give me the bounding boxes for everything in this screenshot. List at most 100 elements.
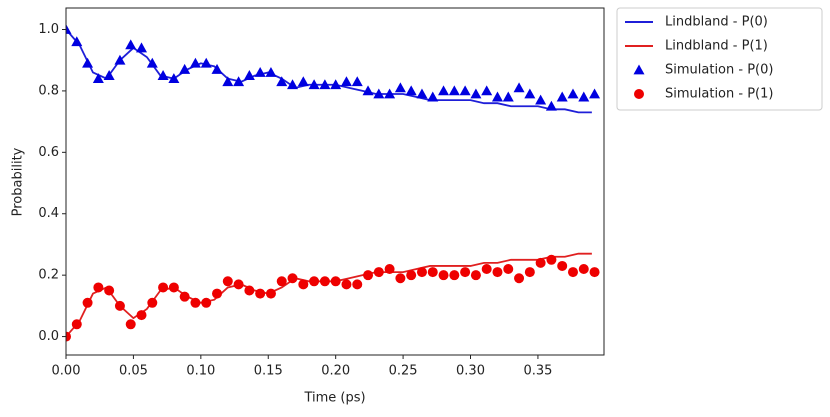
marker-circle xyxy=(265,288,276,299)
marker-circle xyxy=(82,297,93,308)
marker-triangle xyxy=(82,57,94,68)
x-tick-label: 0.20 xyxy=(321,364,350,379)
marker-circle xyxy=(104,285,115,296)
marker-circle xyxy=(319,276,330,287)
marker-circle xyxy=(546,254,557,265)
marker-circle xyxy=(492,267,503,278)
legend-label: Simulation - P(0) xyxy=(665,63,773,78)
y-axis-label: Probability xyxy=(11,147,26,216)
marker-triangle xyxy=(351,76,363,87)
marker-circle xyxy=(503,264,514,275)
marker-circle xyxy=(114,300,125,311)
marker-circle xyxy=(514,273,525,284)
marker-circle xyxy=(309,276,320,287)
marker-triangle xyxy=(340,76,352,87)
marker-triangle xyxy=(66,23,72,34)
y-tick-label: 0.8 xyxy=(38,83,59,98)
marker-triangle xyxy=(427,91,439,102)
marker-circle xyxy=(125,319,136,330)
x-tick-label: 0.25 xyxy=(389,364,418,379)
x-axis-label: Time (ps) xyxy=(303,391,365,406)
marker-triangle xyxy=(136,42,148,53)
marker-triangle xyxy=(556,91,568,102)
marker-circle xyxy=(352,279,363,290)
line xyxy=(66,28,592,114)
marker-circle xyxy=(298,279,309,290)
marker-triangle xyxy=(535,94,547,105)
plot-frame xyxy=(65,7,605,356)
marker-circle xyxy=(589,267,600,278)
marker-triangle xyxy=(470,88,482,99)
marker-triangle xyxy=(276,76,288,87)
marker-circle xyxy=(147,297,158,308)
marker-triangle xyxy=(287,79,299,90)
marker-triangle xyxy=(545,100,557,111)
marker-triangle xyxy=(265,66,277,77)
marker-triangle xyxy=(633,64,645,75)
marker-triangle xyxy=(524,88,536,99)
marker-triangle xyxy=(438,85,450,96)
marker-triangle xyxy=(189,57,201,68)
marker-triangle xyxy=(222,76,234,87)
x-tick-label: 0.30 xyxy=(456,364,485,379)
marker-circle xyxy=(384,264,395,275)
marker-circle xyxy=(460,267,471,278)
marker-triangle xyxy=(157,70,169,80)
marker-circle xyxy=(255,288,266,299)
marker-triangle xyxy=(589,88,601,99)
marker-triangle xyxy=(308,79,320,90)
marker-triangle xyxy=(254,66,266,77)
marker-circle xyxy=(190,297,201,308)
marker-triangle xyxy=(179,63,191,74)
y-tick-label: 1.0 xyxy=(38,22,59,37)
marker-circle xyxy=(427,267,438,278)
marker-triangle xyxy=(330,79,342,90)
marker-triangle xyxy=(502,91,514,102)
marker-triangle xyxy=(491,91,503,102)
marker-triangle xyxy=(211,63,223,74)
legend-box xyxy=(616,7,823,111)
y-tick-label: 0.6 xyxy=(38,145,59,160)
marker-triangle xyxy=(71,36,83,47)
marker-triangle xyxy=(233,76,245,87)
line xyxy=(66,252,592,338)
legend-label: Simulation - P(1) xyxy=(665,87,773,102)
marker-circle xyxy=(93,282,104,293)
marker-triangle xyxy=(297,76,309,87)
marker-circle xyxy=(136,310,147,321)
marker-circle xyxy=(341,279,352,290)
marker-circle xyxy=(363,270,374,281)
marker-triangle xyxy=(384,88,396,99)
marker-triangle xyxy=(416,88,428,99)
marker-circle xyxy=(438,270,449,281)
marker-circle xyxy=(535,257,546,268)
marker-circle xyxy=(179,291,190,302)
y-tick-label: 0.4 xyxy=(38,206,59,221)
marker-triangle xyxy=(114,54,126,65)
marker-circle xyxy=(276,276,287,287)
marker-circle xyxy=(244,285,255,296)
legend-label: Lindbland - P(1) xyxy=(665,39,768,54)
marker-triangle xyxy=(513,82,525,93)
marker-triangle xyxy=(319,79,331,90)
marker-circle xyxy=(212,288,223,299)
marker-triangle xyxy=(168,73,180,84)
x-tick-label: 0.35 xyxy=(523,364,552,379)
marker-circle xyxy=(395,273,406,284)
marker-circle xyxy=(449,270,460,281)
marker-triangle xyxy=(448,85,460,96)
marker-circle xyxy=(416,267,427,278)
marker-triangle xyxy=(373,88,385,99)
marker-circle xyxy=(578,264,589,275)
marker-circle xyxy=(634,89,644,99)
marker-triangle xyxy=(146,57,158,68)
marker-triangle xyxy=(567,88,579,99)
marker-circle xyxy=(524,267,535,278)
x-tick-label: 0.00 xyxy=(52,364,81,379)
x-tick-label: 0.10 xyxy=(186,364,215,379)
marker-triangle xyxy=(459,85,471,96)
marker-triangle xyxy=(243,70,255,80)
marker-circle xyxy=(287,273,298,284)
marker-triangle xyxy=(362,85,374,96)
